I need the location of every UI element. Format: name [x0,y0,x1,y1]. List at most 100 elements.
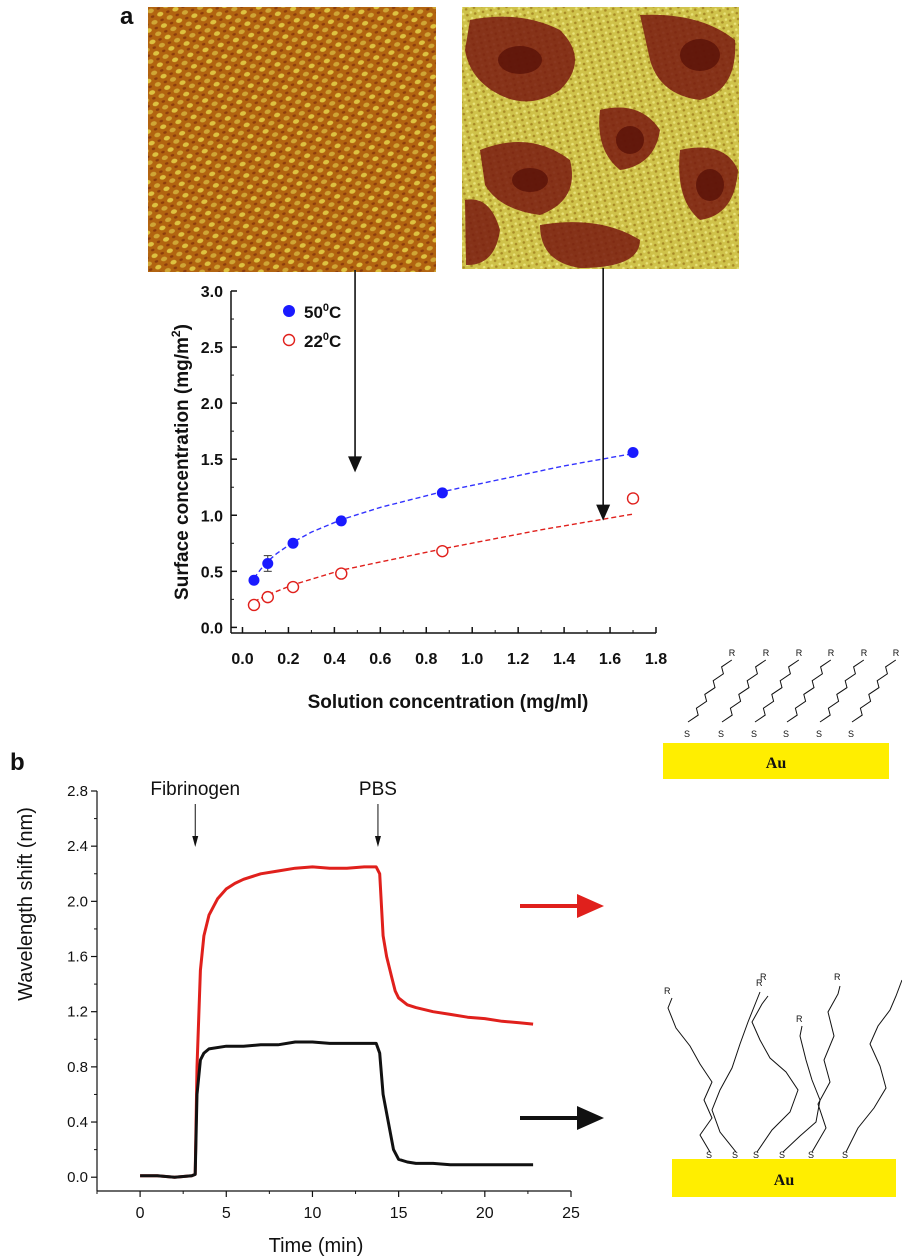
y-tick-label: 0.5 [201,564,223,581]
y-tick-label: 0.4 [67,1114,88,1131]
annotation-arrow-head [348,456,363,473]
alkyl-chain-disordered [782,1025,821,1153]
r-group-label: R [796,1014,803,1024]
data-point-series-1 [247,598,261,612]
x-tick-label: 20 [476,1205,494,1222]
annotation-arrow-head [192,836,199,847]
y-tick-label: 1.0 [201,508,223,525]
series-line-0 [140,865,534,1179]
x-tick-label: 0.0 [231,651,253,668]
x-tick-label: 0.8 [415,651,437,668]
x-tick-label: 10 [304,1205,322,1222]
schematic-disordered-monolayer: Au S R S R S R S R S R S [664,972,902,1197]
panel-label-a: a [120,3,134,30]
r-group-label: R [729,648,736,658]
gold-label-bottom: Au [774,1172,795,1189]
r-group-label: R [796,648,803,658]
alkyl-chain [754,659,800,723]
chart-a-xlabel: Solution concentration (mg/ml) [308,692,589,713]
x-tick-label: 0 [136,1205,145,1222]
y-tick-label: 0.8 [67,1059,88,1076]
thiol-s-label: S [718,729,724,739]
thiol-s-label: S [848,729,854,739]
gold-substrate-bottom [672,1159,896,1197]
data-point-series-1 [286,580,300,594]
x-tick-label: 1.0 [461,651,483,668]
annotation-label-0: Fibrinogen [150,779,240,800]
y-tick-label: 2.8 [67,783,88,800]
alkyl-chain [687,659,733,723]
x-tick-label: 25 [562,1205,580,1222]
chart-a: 0.0 0.5 1.0 1.5 2.0 2.5 3.0 0.0 0.2 0.4 0.6 0.8 1.0 1… [169,268,667,713]
legend-marker-22c [282,333,296,347]
r-group-label: R [763,648,770,658]
r-group-label: R [893,648,900,658]
thiol-s-label: S [751,729,757,739]
afm-image-ordered [148,7,436,272]
data-point-series-1 [436,544,449,558]
thiol-s-label: S [816,729,822,739]
alkyl-chain [819,659,865,723]
x-tick-label: 1.6 [599,651,621,668]
thiol-s-label: S [684,729,690,739]
r-group-label: R [760,972,767,982]
y-tick-label: 2.0 [67,893,88,910]
y-tick-label: 3.0 [201,284,223,301]
alkyl-chain-disordered [751,995,799,1153]
x-tick-label: 1.8 [645,651,667,668]
alkyl-chain-disordered [667,997,713,1153]
gold-label-top: Au [766,755,787,772]
thiol-s-label: S [753,1150,759,1160]
data-point-series-0 [287,537,299,549]
series-line-1 [140,1040,534,1179]
alkyl-chain-disordered [811,985,841,1153]
data-point-series-1 [626,492,640,505]
annotation-label-1: PBS [359,779,397,800]
thiol-s-label: S [779,1150,785,1160]
data-point-series-0 [262,557,274,569]
panel-label-b: b [10,749,25,776]
r-group-label: R [664,986,671,996]
data-point-series-0 [248,574,260,586]
thiol-s-label: S [732,1150,738,1160]
y-tick-label: 0.0 [67,1169,88,1186]
chart-b: 0.0 0.4 0.8 1.2 1.6 2.0 2.4 2.8 0 5 10 15 20 25 Fibri… [15,779,580,1257]
thiol-s-label: S [706,1150,712,1160]
alkyl-chain-disordered [711,991,761,1153]
r-group-label: R [756,978,763,988]
x-tick-label: 0.4 [323,651,345,668]
x-tick-label: 0.2 [277,651,299,668]
r-group-label: R [861,648,868,658]
r-group-label: R [834,972,841,982]
x-tick-label: 1.2 [507,651,529,668]
alkyl-chain-disordered [845,979,902,1153]
r-group-label: R [828,648,835,658]
chart-b-xlabel: Time (min) [269,1235,364,1257]
y-tick-label: 1.5 [201,452,223,469]
thiol-s-label: S [808,1150,814,1160]
chart-b-ylabel: Wavelength shift (nm) [15,807,37,1001]
x-tick-label: 1.4 [553,651,575,668]
data-point-series-1 [261,590,274,604]
annotation-arrow-head [374,836,381,847]
red-arrow [520,894,604,918]
x-tick-label: 0.6 [369,651,391,668]
alkyl-chain [721,659,767,723]
chart-a-ylabel: Surface concentration (mg/m2) [169,324,193,600]
data-point-series-0 [436,487,448,499]
legend-label-50c: 500C [304,302,341,322]
data-point-series-0 [335,515,347,527]
y-tick-label: 2.0 [201,396,223,413]
fit-line-series-0 [253,452,634,579]
data-point-series-0 [627,446,639,458]
thiol-s-label: S [783,729,789,739]
alkyl-chain [851,659,897,723]
legend-label-22c: 220C [304,331,341,351]
y-tick-label: 2.5 [201,340,223,357]
y-tick-label: 0.0 [201,620,223,637]
y-tick-label: 2.4 [67,838,88,855]
thiol-s-label: S [842,1150,848,1160]
black-arrow [520,1106,604,1130]
schematic-ordered-monolayer: Au S R S R S R S R S R S R [663,648,900,779]
